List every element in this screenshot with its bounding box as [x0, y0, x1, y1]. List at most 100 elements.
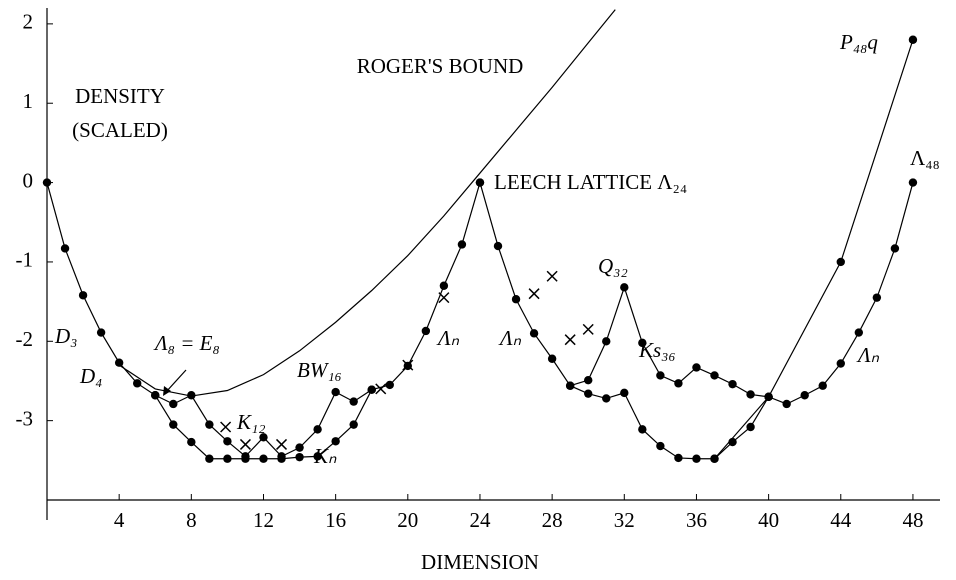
point	[692, 363, 701, 372]
point	[421, 326, 431, 336]
point	[331, 387, 340, 397]
point	[349, 397, 358, 406]
point	[818, 381, 827, 390]
x-tick-label: 28	[542, 508, 563, 532]
point	[584, 375, 593, 385]
annotation: Λₙ	[498, 326, 522, 350]
point	[908, 35, 918, 44]
point	[457, 240, 467, 249]
cross-point	[528, 288, 540, 300]
point	[331, 437, 340, 446]
point	[854, 328, 864, 337]
point	[493, 241, 503, 251]
point	[565, 381, 575, 390]
point	[872, 293, 882, 302]
point	[656, 441, 665, 451]
point	[187, 391, 196, 400]
point	[511, 295, 521, 304]
y-tick-label: 2	[23, 10, 34, 34]
x-tick-label: 36	[686, 508, 707, 532]
point	[187, 437, 196, 447]
point	[205, 454, 214, 463]
point	[60, 244, 70, 253]
x-tick-label: 8	[186, 508, 197, 532]
point	[385, 380, 394, 390]
point	[674, 453, 683, 463]
cross-point	[438, 292, 450, 304]
point	[42, 178, 52, 187]
point	[746, 390, 755, 399]
point	[169, 399, 178, 409]
annotation: LEECH LATTICE Λ₂₄	[494, 170, 687, 194]
point	[259, 433, 268, 442]
point	[313, 452, 322, 461]
point	[169, 420, 178, 429]
x-tick-label: 44	[830, 508, 852, 532]
point	[692, 454, 701, 463]
point	[439, 281, 449, 290]
series-line	[714, 39, 914, 460]
annotation: D₃	[54, 324, 77, 348]
point	[764, 392, 773, 402]
point	[475, 178, 485, 187]
annotation: Ks₃₆	[638, 338, 676, 362]
point	[800, 391, 809, 400]
y-tick-label: 0	[23, 168, 34, 192]
point	[836, 359, 845, 368]
point	[349, 420, 358, 429]
y-tick-label: -2	[16, 327, 34, 351]
annotation: BW₁₆	[297, 358, 342, 382]
point	[746, 422, 755, 432]
y-tick-label: -1	[16, 248, 34, 272]
point	[782, 399, 791, 409]
annotation: Q₃₂	[598, 254, 628, 278]
point	[620, 283, 629, 292]
point	[223, 437, 232, 446]
point	[908, 178, 918, 187]
x-tick-label: 48	[902, 508, 923, 532]
annotation: Λ₄₈	[910, 146, 940, 170]
cross-point	[220, 421, 232, 433]
annotation: K₁₂	[236, 410, 266, 434]
cross-point	[402, 359, 414, 371]
point	[890, 244, 900, 253]
annotation: Λₙ	[856, 343, 880, 367]
point	[241, 454, 250, 463]
point	[259, 454, 268, 463]
point	[78, 291, 88, 300]
annotation: Λ₈ = E₈	[153, 331, 220, 355]
point	[602, 337, 611, 346]
arrow	[165, 369, 187, 393]
cross-point	[375, 383, 387, 395]
cross-point	[239, 438, 251, 450]
point	[151, 391, 160, 400]
point	[529, 329, 539, 338]
point	[710, 371, 719, 380]
bound-curve	[118, 9, 616, 397]
point	[547, 354, 557, 363]
point	[295, 452, 304, 462]
point	[367, 385, 376, 394]
series-line	[479, 182, 914, 460]
x-tick-label: 24	[469, 508, 491, 532]
x-axis-label: DIMENSION	[421, 550, 539, 574]
point	[620, 388, 629, 398]
point	[638, 338, 647, 348]
point	[836, 257, 845, 267]
point	[295, 443, 304, 452]
point	[674, 379, 683, 388]
point	[656, 371, 665, 380]
annotation: D₄	[79, 364, 102, 388]
point	[638, 425, 647, 434]
x-tick-label: 16	[325, 508, 346, 532]
y-tick-label: -3	[16, 406, 34, 430]
annotation: DENSITY	[75, 84, 165, 108]
point	[277, 454, 286, 463]
point	[205, 420, 214, 429]
point	[313, 425, 322, 434]
x-tick-label: 40	[758, 508, 779, 532]
point	[584, 389, 593, 398]
cross-point	[275, 438, 288, 450]
cross-point	[564, 334, 576, 346]
